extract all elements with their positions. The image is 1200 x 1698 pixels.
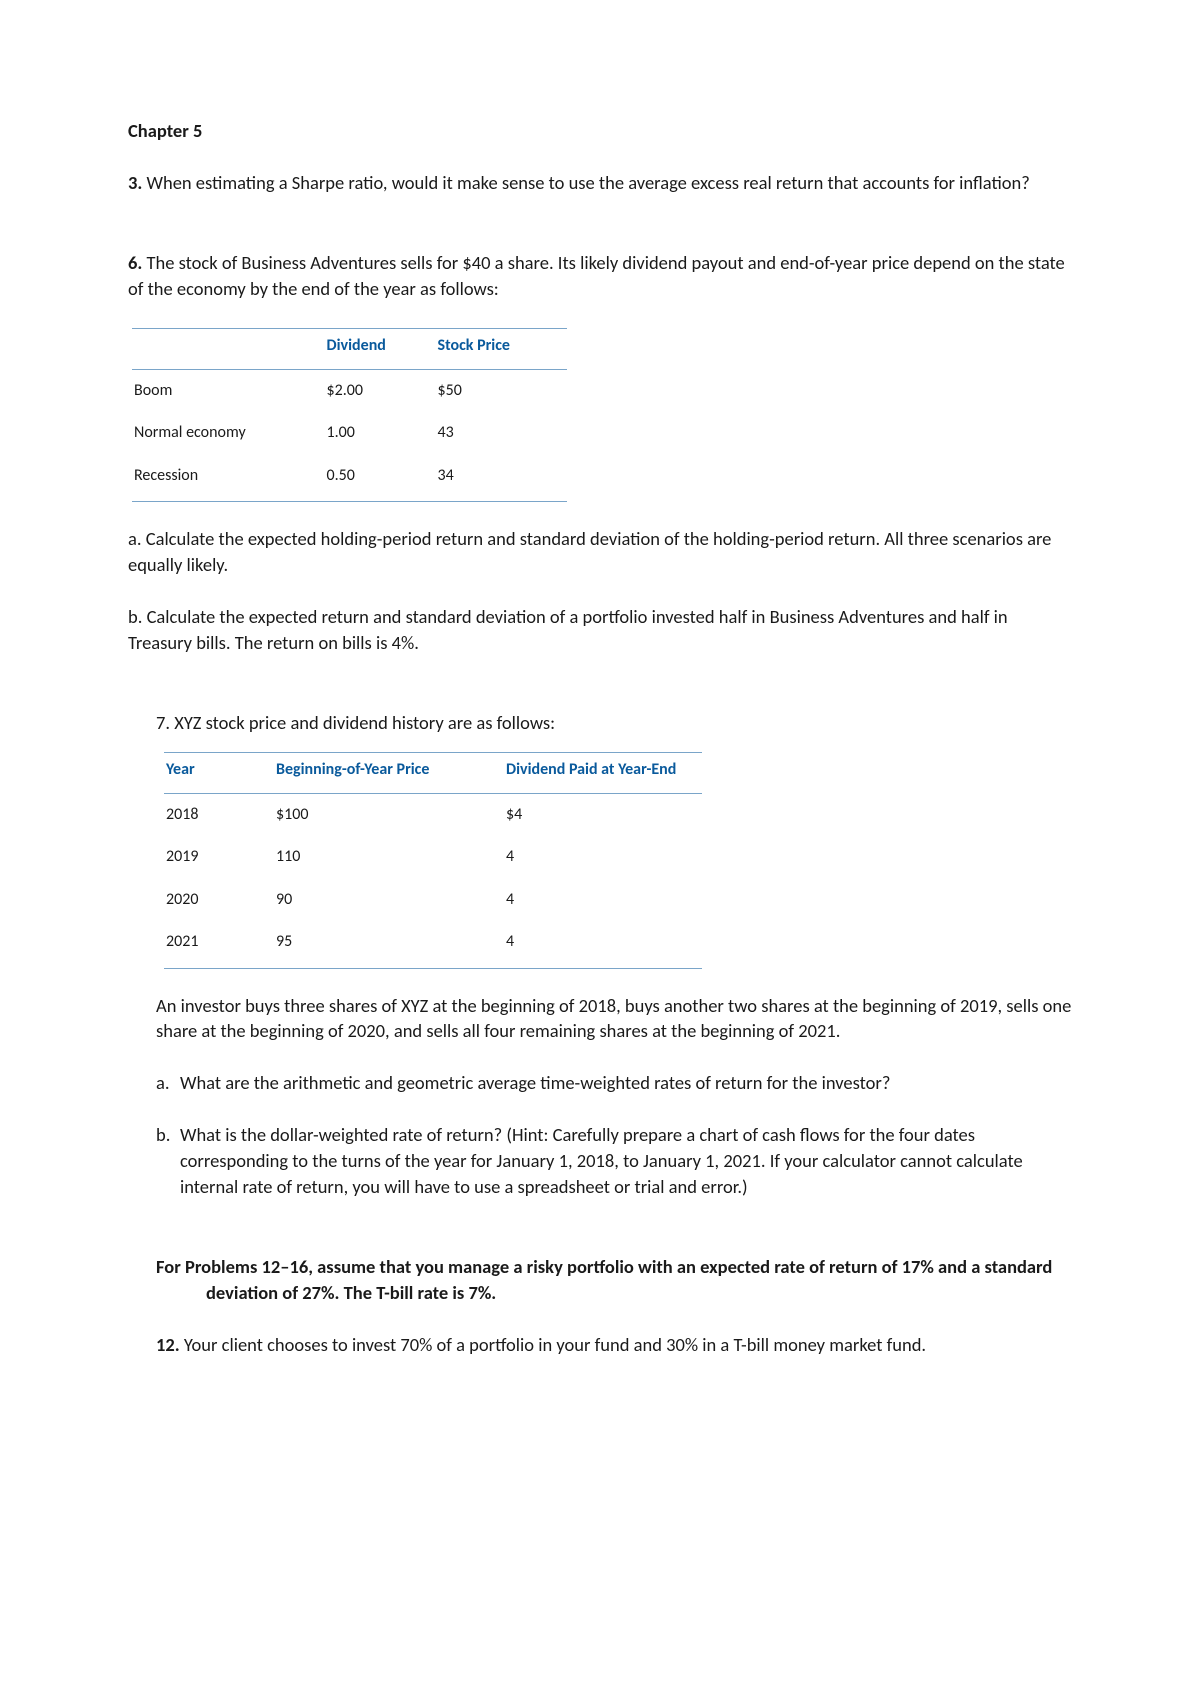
q7-cell: 110 — [274, 836, 504, 878]
q6-cell: Normal economy — [132, 412, 325, 454]
table-row: Normal economy 1.00 43 — [132, 412, 567, 454]
q7-cell: 4 — [504, 836, 702, 878]
table-row: 2018 $100 $4 — [164, 793, 702, 836]
table-row: Boom $2.00 $50 — [132, 369, 567, 412]
table-row: Recession 0.50 34 — [132, 455, 567, 502]
q6-part-a: a. Calculate the expected holding-period… — [128, 526, 1072, 578]
q7-cell: $100 — [274, 793, 504, 836]
q7-subparts: a. What are the arithmetic and geometric… — [156, 1070, 1072, 1096]
q6-cell: 0.50 — [325, 455, 436, 502]
q7-cell: $4 — [504, 793, 702, 836]
q3-number: 3. — [128, 171, 142, 194]
q7-b-text: What is the dollar-weighted rate of retu… — [180, 1122, 1072, 1200]
q6-th-2: Stock Price — [436, 328, 567, 369]
q7-cell: 4 — [504, 921, 702, 968]
q7-part-a: a. What are the arithmetic and geometric… — [156, 1070, 1072, 1096]
q7-intro-text: XYZ stock price and dividend history are… — [170, 711, 555, 734]
chapter-title: Chapter 5 — [128, 118, 1072, 144]
question-6: 6. The stock of Business Adventures sell… — [128, 250, 1072, 302]
q6-th-1: Dividend — [325, 328, 436, 369]
q6-part-b: b. Calculate the expected return and sta… — [128, 604, 1072, 656]
q7-cell: 2020 — [164, 879, 274, 921]
q7-cell: 90 — [274, 879, 504, 921]
q6-cell: $50 — [436, 369, 567, 412]
q6-table: Dividend Stock Price Boom $2.00 $50 Norm… — [132, 328, 567, 503]
q7-number: 7. — [156, 711, 170, 734]
q7-subparts: b. What is the dollar-weighted rate of r… — [156, 1122, 1072, 1200]
part-letter: a. — [156, 1070, 180, 1096]
question-12: 12. Your client chooses to invest 70% of… — [156, 1332, 1072, 1358]
q6-cell: 34 — [436, 455, 567, 502]
q7-table: Year Beginning-of-Year Price Dividend Pa… — [164, 752, 702, 969]
q6-th-0 — [132, 328, 325, 369]
question-7-block: 7. XYZ stock price and dividend history … — [128, 710, 1072, 1358]
q7-scenario: An investor buys three shares of XYZ at … — [156, 993, 1072, 1045]
part-letter: b. — [156, 1122, 180, 1200]
q7-th-2: Dividend Paid at Year-End — [504, 752, 702, 793]
q12-number: 12. — [156, 1333, 180, 1356]
q7-th-1: Beginning-of-Year Price — [274, 752, 504, 793]
table-header-row: Dividend Stock Price — [132, 328, 567, 369]
q7-cell: 2021 — [164, 921, 274, 968]
table-row: 2021 95 4 — [164, 921, 702, 968]
q6-cell: Boom — [132, 369, 325, 412]
problems-12-16-bridge: For Problems 12–16, assume that you mana… — [156, 1254, 1072, 1306]
table-row: 2020 90 4 — [164, 879, 702, 921]
q6-cell: $2.00 — [325, 369, 436, 412]
question-3: 3. When estimating a Sharpe ratio, would… — [128, 170, 1072, 196]
q7-cell: 95 — [274, 921, 504, 968]
question-7: 7. XYZ stock price and dividend history … — [156, 710, 1072, 736]
q7-part-b: b. What is the dollar-weighted rate of r… — [156, 1122, 1072, 1200]
table-row: 2019 110 4 — [164, 836, 702, 878]
q6-cell: Recession — [132, 455, 325, 502]
q12-text: Your client chooses to invest 70% of a p… — [180, 1333, 926, 1356]
q6-cell: 1.00 — [325, 412, 436, 454]
q7-a-text: What are the arithmetic and geometric av… — [180, 1070, 1072, 1096]
q6-number: 6. — [128, 251, 142, 274]
q7-cell: 4 — [504, 879, 702, 921]
q7-th-0: Year — [164, 752, 274, 793]
q6-cell: 43 — [436, 412, 567, 454]
q6-text: The stock of Business Adventures sells f… — [128, 251, 1065, 300]
q7-cell: 2019 — [164, 836, 274, 878]
table-header-row: Year Beginning-of-Year Price Dividend Pa… — [164, 752, 702, 793]
q7-cell: 2018 — [164, 793, 274, 836]
q3-text: When estimating a Sharpe ratio, would it… — [142, 171, 1030, 194]
